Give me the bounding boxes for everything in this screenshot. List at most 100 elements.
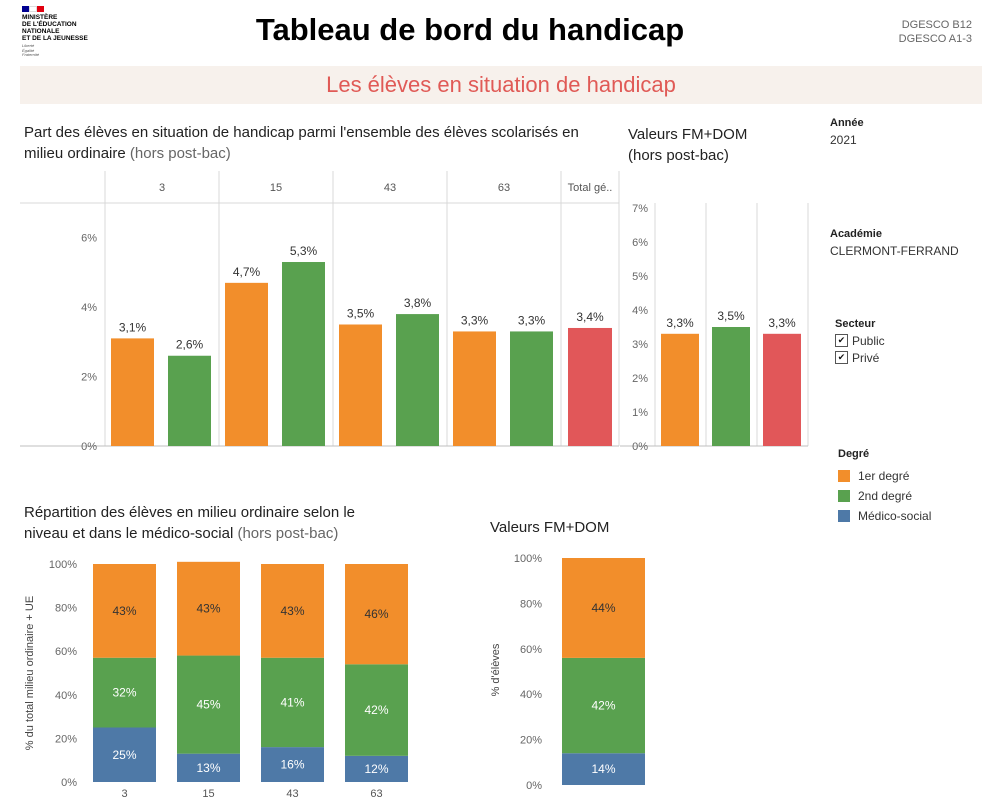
fm-stack-y-tick-label: 20% (520, 735, 542, 747)
share-chart-title-main2: milieu ordinaire (24, 145, 126, 162)
legend-item-medico[interactable]: Médico-social (838, 506, 931, 526)
stack-segment-label: 12% (364, 762, 388, 776)
stack-y-tick-label: 100% (49, 559, 77, 571)
stack-segment (177, 561, 240, 656)
share-chart-title: Part des élèves en situation de handicap… (24, 122, 624, 164)
sector-private-label: Privé (852, 350, 880, 365)
stack-y-tick-label: 20% (55, 733, 77, 745)
bar-data-label: 5,3% (290, 244, 318, 258)
stack-segment-label: 46% (364, 607, 388, 621)
fm-bar-data-label: 3,3% (666, 316, 694, 330)
bar-data-label: 4,7% (233, 265, 261, 279)
legend-label-medico: Médico-social (858, 509, 932, 523)
fm-stack-segment (562, 753, 645, 785)
fm-stack-y-tick-label: 40% (520, 689, 542, 701)
fm-y-tick-label: 7% (632, 203, 648, 215)
bar-data-label: 3,3% (518, 313, 546, 327)
page-subtitle: Les élèves en situation de handicap (326, 72, 676, 97)
legend-item-second[interactable]: 2nd degré (838, 486, 931, 506)
fm-stack-y-tick-label: 0% (526, 780, 542, 792)
fm-y-tick-label: 4% (632, 305, 648, 317)
distrib-title-line1: Répartition des élèves en milieu ordinai… (24, 504, 356, 521)
legend-item-first[interactable]: 1er degré (838, 466, 931, 486)
bar-data-label: 3,8% (404, 296, 432, 310)
academy-filter[interactable]: Académie CLERMONT-FERRAND (830, 228, 959, 258)
stack-x-tick-label: 43 (286, 788, 298, 800)
fm-stack-segment (562, 558, 645, 658)
stack-segment (93, 657, 156, 728)
legend-title: Degré (838, 448, 870, 460)
stack-segment-label: 41% (280, 695, 304, 709)
stack-segment (177, 655, 240, 754)
bar-second-degree (282, 262, 325, 446)
stack-y-tick-label: 40% (55, 690, 77, 702)
bar-second-degree (510, 331, 553, 446)
fm-stack-y-tick-label: 80% (520, 598, 542, 610)
fm-y-tick-label: 5% (632, 271, 648, 283)
y-tick-label: 0% (81, 441, 97, 453)
column-header-label: Total gé.. (568, 182, 613, 194)
legend-swatch-first (838, 470, 850, 482)
stack-segment (345, 755, 408, 782)
sector-filter: Secteur ✔ Public ✔ Privé (835, 318, 885, 366)
page-title: Tableau de bord du handicap (255, 12, 685, 47)
year-filter[interactable]: Année 2021 (830, 117, 864, 147)
stack-segment-label: 32% (112, 686, 136, 700)
column-header-label: 63 (498, 182, 510, 194)
stack-segment-label: 42% (364, 703, 388, 717)
subtitle-band: Les élèves en situation de handicap (20, 66, 982, 104)
fm-y-tick-label: 0% (632, 441, 648, 453)
bar-total (568, 327, 612, 446)
stack-x-tick-label: 15 (202, 788, 214, 800)
bar-data-label: 3,5% (347, 307, 375, 321)
stack-segment-label: 43% (280, 604, 304, 618)
y-tick-label: 4% (81, 302, 97, 314)
department-code-1: DGESCO B12 (901, 19, 972, 31)
stack-segment (345, 564, 408, 665)
sector-public-option[interactable]: ✔ Public (835, 332, 885, 349)
stack-segment-label: 25% (112, 748, 136, 762)
stack-y-tick-label: 60% (55, 646, 77, 658)
fm-bar-data-label: 3,3% (768, 316, 796, 330)
bar-first-degree (453, 331, 496, 446)
fm-stack-segment (562, 657, 645, 754)
column-header-label: 15 (270, 182, 282, 194)
legend-label-first: 1er degré (858, 469, 910, 483)
checkbox-checked-icon[interactable]: ✔ (835, 334, 848, 347)
bar-first-degree (225, 282, 268, 446)
distrib-title-muted: (hors post-bac) (237, 525, 339, 542)
ministry-logo: MINISTÈRE DE L'ÉDUCATION NATIONALE ET DE… (22, 6, 122, 58)
fm-stack-y-tick-label: 60% (520, 644, 542, 656)
share-fm-title-line1: Valeurs FM+DOM (628, 126, 748, 143)
fm-bar-data-label: 3,5% (717, 309, 745, 323)
department-codes: DGESCO B12 DGESCO A1-3 (899, 18, 972, 46)
sector-private-option[interactable]: ✔ Privé (835, 349, 885, 366)
column-header-label: 3 (159, 182, 165, 194)
share-fm-title-line2: (hors post-bac) (628, 147, 729, 164)
share-chart-title-muted: (hors post-bac) (129, 145, 231, 162)
stack-x-tick-label: 3 (121, 788, 127, 800)
stack-segment (261, 747, 324, 782)
year-filter-value[interactable]: 2021 (830, 133, 857, 147)
fm-bar (712, 327, 750, 446)
bar-second-degree (396, 314, 439, 446)
sector-public-label: Public (852, 333, 885, 348)
academy-filter-value[interactable]: CLERMONT-FERRAND (830, 244, 959, 258)
french-flag-icon (22, 6, 45, 12)
column-header-label: 43 (384, 182, 396, 194)
fm-stack-segment-label: 44% (591, 601, 615, 615)
legend-swatch-second (838, 490, 850, 502)
fm-stack-y-axis-label: % d'élèves (490, 643, 502, 696)
bar-data-label: 2,6% (176, 338, 204, 352)
stack-y-tick-label: 0% (61, 777, 77, 789)
stack-x-tick-label: 63 (370, 788, 382, 800)
checkbox-checked-icon[interactable]: ✔ (835, 351, 848, 364)
stack-segment (345, 664, 408, 756)
stack-segment (93, 564, 156, 658)
fm-stack-y-tick-label: 100% (514, 553, 542, 565)
stack-segment-label: 16% (280, 758, 304, 772)
fm-bar (763, 333, 801, 446)
stack-segment-label: 43% (112, 604, 136, 618)
distrib-fm-chart-title: Valeurs FM+DOM (490, 519, 610, 536)
